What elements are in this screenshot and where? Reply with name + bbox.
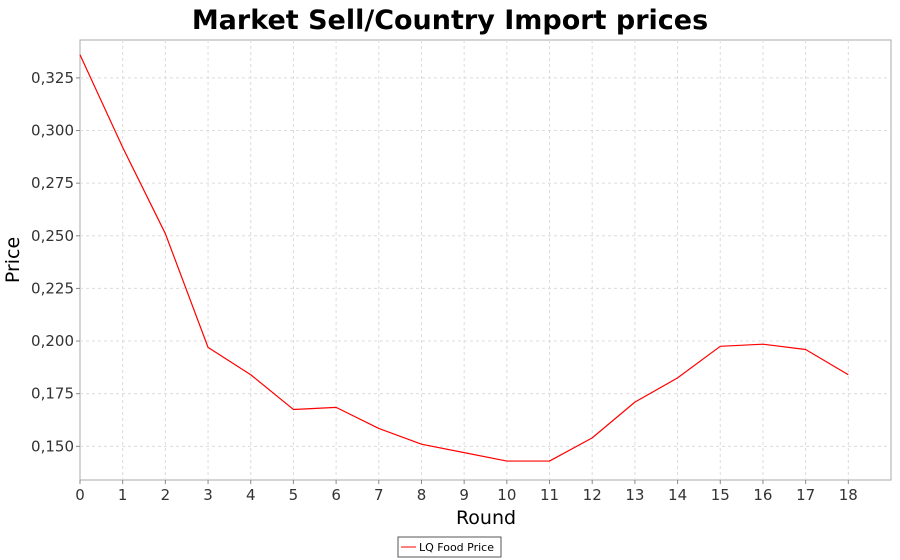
x-tick-label-0: 0	[75, 486, 85, 504]
x-tick-label-3: 3	[203, 486, 213, 504]
x-tick-label-15: 15	[711, 486, 730, 504]
y-tick-label-4: 0,250	[31, 227, 74, 245]
y-tick-label-1: 0,175	[31, 385, 74, 403]
x-tick-label-5: 5	[289, 486, 299, 504]
chart-title: Market Sell/Country Import prices	[192, 5, 708, 36]
series-lines	[79, 54, 849, 462]
x-tick-label-13: 13	[625, 486, 644, 504]
x-axis-label: Round	[456, 507, 516, 529]
grid-lines	[80, 40, 891, 480]
y-axis-label: Price	[2, 237, 24, 283]
y-tick-label-5: 0,275	[31, 174, 74, 192]
series-line-lq-food-price	[79, 54, 849, 462]
plot-area	[79, 39, 892, 481]
x-tick-label-12: 12	[583, 486, 602, 504]
x-tick-label-7: 7	[374, 486, 384, 504]
x-tick-label-16: 16	[753, 486, 772, 504]
x-tick-label-11: 11	[540, 486, 559, 504]
y-tick-label-6: 0,300	[31, 122, 74, 140]
x-tick-label-18: 18	[839, 486, 858, 504]
x-tick-label-6: 6	[331, 486, 341, 504]
legend-box	[397, 536, 502, 558]
y-tick-label-0: 0,150	[31, 437, 74, 455]
y-tick-label-3: 0,225	[31, 279, 74, 297]
x-tick-label-10: 10	[497, 486, 516, 504]
x-tick-label-9: 9	[459, 486, 469, 504]
x-tick-label-14: 14	[668, 486, 687, 504]
x-tick-label-1: 1	[118, 486, 128, 504]
x-tick-label-2: 2	[161, 486, 171, 504]
x-axis: 0 1 2 3 4 5 6 7 8 9 10 11 12 13 14 15 16 17 18	[75, 480, 858, 504]
x-tick-label-4: 4	[246, 486, 256, 504]
y-tick-label-2: 0,200	[31, 332, 74, 350]
legend: LQ Food Price	[397, 536, 502, 558]
x-tick-label-17: 17	[796, 486, 815, 504]
legend-item-lq-food-price: LQ Food Price	[419, 541, 494, 554]
x-tick-label-8: 8	[417, 486, 427, 504]
y-axis: 0,150 0,175 0,200 0,225 0,250 0,275 0,300 0,325	[31, 69, 80, 455]
y-tick-label-7: 0,325	[31, 69, 74, 87]
